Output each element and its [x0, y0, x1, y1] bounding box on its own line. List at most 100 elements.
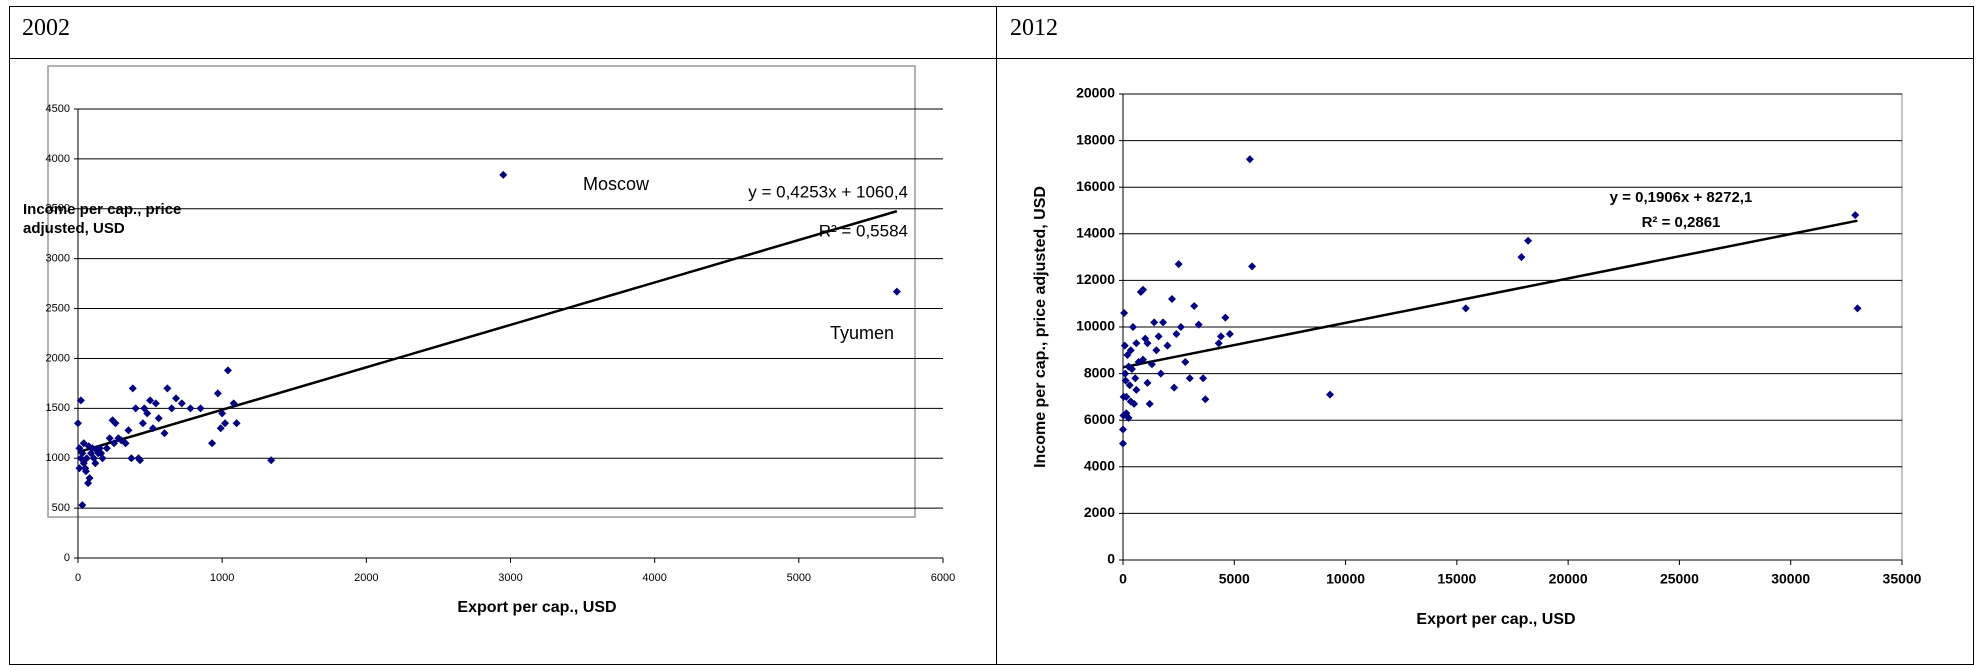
point: [1150, 318, 1159, 327]
point: [208, 439, 217, 448]
point: [1143, 339, 1152, 348]
point: [74, 419, 82, 428]
point: [1248, 262, 1257, 271]
x-tick-label: 3000: [498, 572, 522, 584]
x-tick-label: 4000: [642, 572, 666, 584]
point: [111, 419, 120, 428]
point: [1156, 369, 1165, 378]
point: [1174, 260, 1183, 269]
point: [127, 454, 136, 463]
x-tick-label: 6000: [931, 572, 955, 584]
point: [160, 429, 169, 438]
point: [1121, 376, 1130, 385]
point: [84, 442, 93, 451]
point: [1194, 320, 1203, 329]
r-squared: R² = 0,2861: [1642, 214, 1721, 231]
point: [146, 396, 155, 405]
point: [167, 404, 176, 413]
point: [163, 384, 172, 393]
point: [1201, 395, 1210, 404]
point: [1124, 413, 1133, 422]
point: [131, 404, 140, 413]
point: [78, 501, 87, 510]
point: [1126, 397, 1135, 406]
point: [218, 409, 227, 418]
point: [1154, 332, 1163, 341]
point: [135, 456, 144, 465]
chart-frame: [47, 65, 916, 518]
point: [82, 454, 91, 463]
point: [499, 170, 508, 179]
point: [1139, 285, 1148, 294]
point: [1190, 302, 1199, 311]
point: [1159, 318, 1168, 327]
point: [1199, 374, 1208, 383]
point: [1163, 341, 1172, 350]
y-tick-label: 20000: [1076, 85, 1115, 101]
point: [1851, 211, 1860, 220]
point: [892, 287, 901, 296]
point: [1145, 399, 1154, 408]
point: [172, 394, 181, 403]
y-tick-label: 4000: [46, 153, 70, 165]
x-tick-label: 35000: [1883, 571, 1922, 587]
y-tick-label: 12000: [1076, 271, 1115, 287]
point-label: Tyumen: [830, 323, 894, 343]
panel-title: 2002: [22, 15, 70, 41]
point: [105, 434, 114, 443]
x-tick-label: 25000: [1660, 571, 1699, 587]
point: [177, 399, 186, 408]
point: [94, 449, 103, 458]
point: [91, 459, 100, 468]
point: [76, 396, 85, 405]
point: [1121, 369, 1130, 378]
point: [102, 444, 111, 453]
point: [110, 439, 119, 448]
y-tick-label: 2500: [46, 302, 70, 314]
point: [1124, 362, 1133, 371]
x-tick-label: 0: [75, 572, 81, 584]
trendline: [77, 209, 898, 454]
x-tick-label: 2000: [354, 572, 378, 584]
point: [221, 419, 230, 428]
y-tick-label: 500: [52, 502, 70, 514]
point: [148, 424, 157, 433]
point: [1170, 383, 1179, 392]
x-axis-label: Export per cap., USD: [457, 599, 616, 616]
y-tick-label: 0: [64, 552, 70, 564]
x-tick-label: 5000: [1219, 571, 1250, 587]
point: [1119, 425, 1127, 434]
point: [1167, 295, 1176, 304]
point: [229, 399, 238, 408]
point: [1214, 339, 1223, 348]
point: [223, 366, 232, 375]
point: [138, 419, 147, 428]
panel-title: 2012: [1010, 15, 1058, 41]
point: [81, 467, 90, 476]
x-tick-label: 20000: [1549, 571, 1588, 587]
point: [186, 404, 195, 413]
x-axis-label: Export per cap., USD: [1416, 611, 1575, 628]
point: [1524, 236, 1533, 245]
point: [128, 384, 137, 393]
point: [1131, 374, 1140, 383]
y-tick-label: 6000: [1084, 411, 1115, 427]
point: [1325, 390, 1334, 399]
x-tick-label: 1000: [210, 572, 234, 584]
point: [98, 454, 107, 463]
point: [1181, 357, 1190, 366]
point: [232, 419, 241, 428]
point: [1172, 329, 1181, 338]
trendline: [1122, 219, 1858, 369]
y-tick-label: 4000: [1084, 458, 1115, 474]
point: [1221, 313, 1230, 322]
point: [1152, 346, 1161, 355]
y-tick-label: 3500: [46, 203, 70, 215]
point: [85, 474, 94, 483]
trendline-equation: y = 0,1906x + 8272,1: [1610, 189, 1753, 206]
point: [1125, 381, 1134, 390]
point: [1122, 392, 1131, 401]
point-label: Moscow: [583, 174, 650, 194]
point: [1216, 332, 1225, 341]
